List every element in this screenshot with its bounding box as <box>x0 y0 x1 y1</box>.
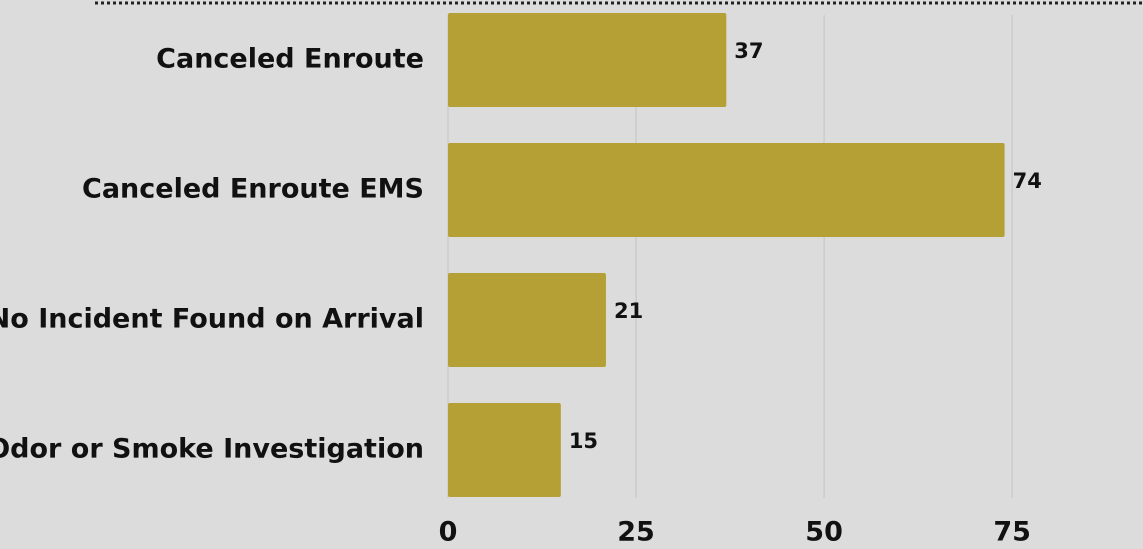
x-tick-label: 25 <box>617 517 655 548</box>
x-tick-label: 0 <box>439 517 458 548</box>
x-tick-label: 50 <box>805 517 843 548</box>
bar <box>448 143 1005 237</box>
y-tick-label: Canceled Enroute EMS <box>82 174 424 205</box>
bar <box>448 403 561 497</box>
x-tick-label: 75 <box>993 517 1031 548</box>
y-tick-label: No Incident Found on Arrival <box>0 304 424 335</box>
bar <box>448 273 606 367</box>
value-label: 21 <box>614 299 643 323</box>
value-label: 74 <box>1013 169 1042 193</box>
value-label: 37 <box>734 39 763 63</box>
bar <box>448 13 727 107</box>
y-tick-label: Canceled Enroute <box>156 44 424 75</box>
value-label: 15 <box>569 429 598 453</box>
y-tick-label: Odor or Smoke Investigation <box>0 434 424 465</box>
